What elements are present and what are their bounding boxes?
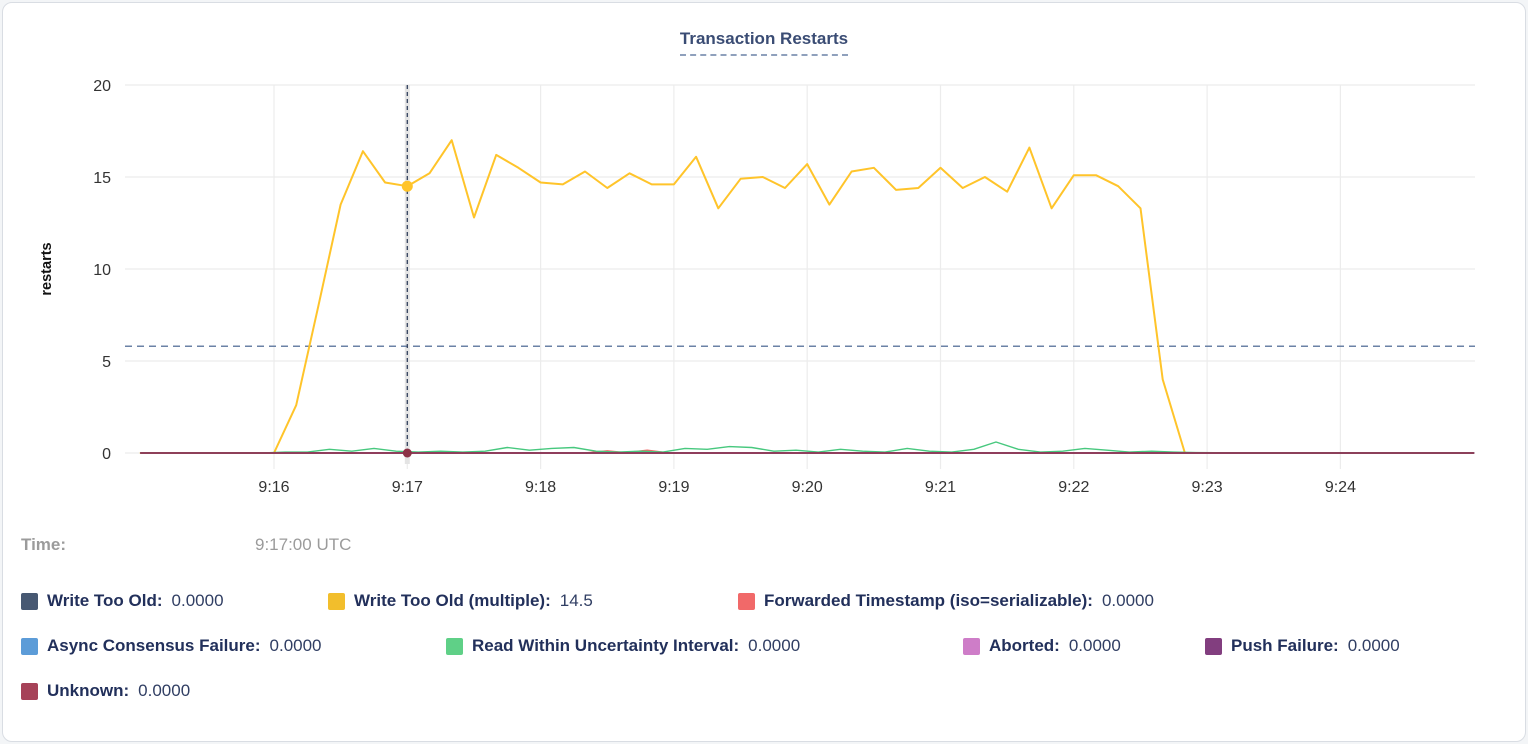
unknown-swatch-icon — [21, 682, 38, 700]
legend-label: Write Too Old: — [47, 591, 163, 610]
legend-item-write-too-old-multiple: Write Too Old (multiple): 14.5 — [328, 591, 593, 611]
legend-value: 0.0000 — [138, 681, 191, 700]
write-too-old-multiple-swatch-icon — [328, 592, 345, 610]
y-tick-label: 20 — [93, 78, 111, 95]
legend-item-unknown: Unknown: 0.0000 — [21, 681, 190, 701]
legend-value: 0.0000 — [748, 636, 801, 655]
push-failure-swatch-icon — [1205, 637, 1222, 655]
legend-value: 0.0000 — [1347, 636, 1400, 655]
chart-title-wrap: Transaction Restarts — [3, 29, 1525, 56]
legend-value: 0.0000 — [1101, 591, 1154, 610]
x-tick-label: 9:21 — [925, 479, 956, 496]
legend-row: Unknown: 0.0000 — [3, 681, 1525, 711]
legend-item-forwarded-timestamp: Forwarded Timestamp (iso=serializable): 0… — [738, 591, 1154, 611]
x-tick-label: 9:20 — [792, 479, 823, 496]
x-tick-label: 9:18 — [525, 479, 556, 496]
x-tick-label: 9:22 — [1058, 479, 1089, 496]
legend-item-aborted: Aborted: 0.0000 — [963, 636, 1121, 656]
hover-time-value: 9:17:00 UTC — [255, 535, 352, 554]
legend-item-async-consensus-failure: Async Consensus Failure: 0.0000 — [21, 636, 322, 656]
async-consensus-failure-swatch-icon — [21, 637, 38, 655]
x-tick-label: 9:17 — [392, 479, 423, 496]
y-tick-label: 10 — [93, 262, 111, 279]
legend-value: 0.0000 — [171, 591, 224, 610]
y-tick-label: 0 — [102, 446, 111, 463]
hover-time-label: Time: — [21, 535, 67, 554]
legend-label: Read Within Uncertainty Interval: — [472, 636, 740, 655]
legend-item-write-too-old: Write Too Old: 0.0000 — [21, 591, 224, 611]
hover-time-row: Time: 9:17:00 UTC — [3, 535, 1525, 561]
y-axis-label: restarts — [39, 242, 55, 295]
series-line-write-too-old-multiple — [139, 139, 1186, 454]
legend-item-read-within-uncertainty-interval: Read Within Uncertainty Interval: 0.0000 — [446, 636, 800, 656]
x-tick-label: 9:24 — [1325, 479, 1356, 496]
legend-label: Forwarded Timestamp (iso=serializable): — [764, 591, 1093, 610]
legend-label: Aborted: — [989, 636, 1060, 655]
x-tick-label: 9:19 — [658, 479, 689, 496]
legend-label: Async Consensus Failure: — [47, 636, 261, 655]
chart-title[interactable]: Transaction Restarts — [679, 29, 849, 56]
x-tick-label: 9:23 — [1192, 479, 1223, 496]
y-tick-label: 15 — [93, 170, 111, 187]
legend-value: 14.5 — [559, 591, 593, 610]
legend-label: Unknown: — [47, 681, 130, 700]
legend-value: 0.0000 — [269, 636, 322, 655]
x-tick-label: 9:16 — [258, 479, 289, 496]
aborted-swatch-icon — [963, 637, 980, 655]
legend-value: 0.0000 — [1068, 636, 1121, 655]
legend-item-push-failure: Push Failure: 0.0000 — [1205, 636, 1400, 656]
hover-point — [402, 448, 412, 458]
y-tick-label: 5 — [102, 354, 111, 371]
legend-label: Push Failure: — [1231, 636, 1339, 655]
forwarded-timestamp-swatch-icon — [738, 592, 755, 610]
legend-label: Write Too Old (multiple): — [354, 591, 551, 610]
legend-row: Async Consensus Failure: 0.0000 Read Withi… — [3, 636, 1525, 666]
read-within-uncertainty-interval-swatch-icon — [446, 637, 463, 655]
chart-canvas[interactable]: 0 5 10 15 20 9:16 9:17 9:18 9:19 9:20 9:21 9:22 9:23… — [3, 3, 1526, 523]
hover-point — [401, 180, 413, 192]
legend-row: Write Too Old: 0.0000 Write Too Old (multi… — [3, 591, 1525, 621]
write-too-old-swatch-icon — [21, 592, 38, 610]
